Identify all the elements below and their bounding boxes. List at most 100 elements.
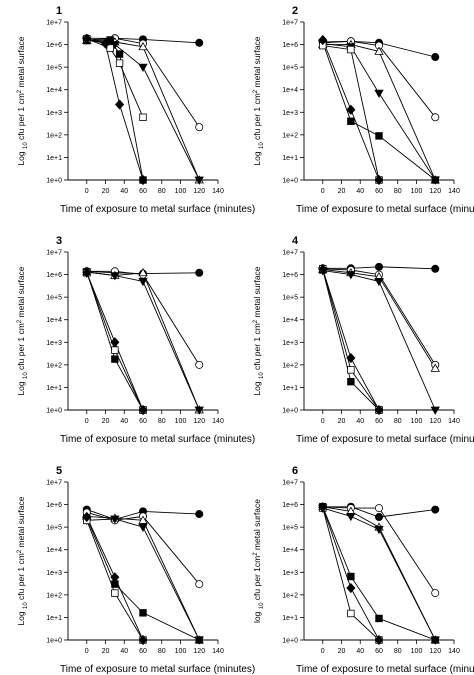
y-tick-label: 1e+6 [46, 502, 62, 509]
series-line-filled-circle [86, 509, 200, 520]
y-tick-label: 1e+5 [282, 65, 298, 72]
panel-number: 3 [56, 235, 62, 247]
y-tick-label: 1e+0 [282, 408, 298, 415]
marker-filled-triangle-down [346, 271, 356, 280]
y-tick-label: 1e+4 [282, 317, 298, 324]
series-line-filled-square [322, 506, 436, 641]
y-tick-label: 1e+7 [46, 250, 62, 257]
y-tick-label: 1e+2 [46, 362, 62, 369]
x-axis-label: Time of exposure to metal surface (minut… [60, 434, 255, 445]
x-tick-label: 40 [120, 188, 128, 195]
y-tick-label: 1e+1 [46, 155, 62, 162]
y-tick-label: 1e+4 [282, 87, 298, 94]
x-axis-label: Time of exposure to metal surface (minut… [296, 664, 474, 675]
marker-filled-triangle-down [374, 525, 384, 535]
marker-filled-diamond [346, 582, 356, 594]
x-tick-label: 120 [193, 418, 205, 425]
y-tick-label: 1e+5 [46, 525, 62, 532]
y-tick-label: 1e+0 [46, 178, 62, 185]
x-tick-label: 140 [448, 418, 460, 425]
marker-filled-diamond [110, 572, 120, 583]
series-line-filled-square [86, 39, 144, 181]
y-tick-label: 1e+1 [282, 155, 298, 162]
marker-filled-triangle-down [138, 523, 148, 532]
series-line-filled-circle [86, 37, 200, 44]
x-tick-label: 140 [212, 648, 224, 655]
x-tick-label: 120 [429, 648, 441, 655]
marker-filled-square [115, 50, 124, 58]
x-tick-label: 0 [85, 648, 89, 655]
series-line-open-circle [86, 37, 200, 128]
series-line-filled-square [322, 42, 436, 181]
marker-open-circle [195, 580, 204, 589]
y-tick-label: 1e+0 [282, 638, 298, 645]
marker-filled-diamond [346, 104, 356, 115]
chart-panel-2: 2 1e+0 1e+1 1e+2 1e+3 1e+4 1e+5 1e+6 1e+7 0 20 40 60… [252, 5, 474, 215]
series-line-open-triangle [86, 40, 200, 181]
marker-open-triangle [138, 41, 148, 51]
series-line-open-square [322, 268, 380, 411]
y-tick-label: 1e+3 [282, 110, 298, 117]
marker-filled-square [347, 572, 355, 581]
y-tick-label: 1e+5 [282, 525, 298, 532]
y-tick-label: 1e+5 [46, 295, 62, 302]
marker-open-circle [195, 360, 204, 369]
marker-open-circle [431, 113, 440, 122]
x-tick-label: 20 [102, 188, 110, 195]
x-tick-label: 20 [338, 418, 346, 425]
y-tick-label: 1e+2 [282, 132, 298, 139]
marker-open-triangle [430, 363, 440, 372]
chart-panel-5: 5 1e+0 1e+1 1e+2 1e+3 1e+4 1e+5 1e+6 1e+7 0 20 40 60… [16, 465, 255, 675]
x-tick-label: 20 [102, 418, 110, 425]
y-axis-label: Log 10 cfu per 1 cm2 metal surface [16, 36, 29, 165]
series-line-filled-square [322, 269, 380, 411]
y-axis-label: Log 10 cfu per 1 cm2 metal surface [252, 36, 265, 165]
y-tick-label: 1e+7 [282, 480, 298, 487]
x-tick-label: 140 [212, 418, 224, 425]
x-tick-label: 60 [375, 188, 383, 195]
marker-filled-triangle-down [138, 63, 148, 72]
marker-filled-circle [431, 53, 440, 62]
y-tick-label: 1e+5 [282, 295, 298, 302]
series-line-filled-triangle-down [322, 43, 436, 181]
marker-filled-diamond [346, 352, 356, 364]
series-line-open-triangle [86, 515, 200, 641]
x-tick-label: 40 [356, 188, 364, 195]
x-axis-label: Time of exposure to metal surface (minut… [60, 204, 255, 215]
series-line-open-triangle [322, 506, 436, 641]
x-tick-label: 120 [429, 418, 441, 425]
x-tick-label: 20 [338, 648, 346, 655]
x-tick-label: 100 [175, 188, 187, 195]
marker-open-square [106, 44, 114, 52]
y-tick-label: 1e+4 [282, 547, 298, 554]
x-tick-label: 120 [193, 648, 205, 655]
chart-panel-6: 6 1e+0 1e+1 1e+2 1e+3 1e+4 1e+5 1e+6 1e+7 0 20 40 60… [252, 465, 474, 675]
series-line-open-circle [322, 268, 436, 366]
x-tick-label: 140 [212, 188, 224, 195]
marker-open-square [115, 59, 124, 67]
y-tick-label: 1e+0 [282, 178, 298, 185]
series-line-filled-triangle-down [86, 271, 200, 411]
series-line-filled-circle [322, 506, 436, 518]
x-tick-label: 80 [394, 418, 402, 425]
y-tick-label: 1e+6 [46, 272, 62, 279]
series-line-filled-diamond [86, 38, 144, 181]
y-tick-label: 1e+1 [46, 385, 62, 392]
marker-filled-circle [431, 264, 440, 273]
chart-panel-1: 1 1e+0 1e+1 1e+2 1e+3 1e+4 1e+5 1e+6 1e+7 0 20 40 60… [16, 5, 255, 215]
x-tick-label: 0 [85, 188, 89, 195]
marker-filled-triangle-down [346, 512, 356, 522]
marker-filled-diamond [374, 404, 384, 416]
panel-number: 1 [56, 5, 62, 17]
marker-filled-circle [195, 38, 204, 47]
marker-filled-diamond [318, 264, 328, 275]
y-tick-label: 1e+1 [46, 615, 62, 622]
series-line-open-circle [86, 511, 200, 585]
y-tick-label: 1e+2 [282, 592, 298, 599]
x-tick-label: 60 [139, 648, 147, 655]
marker-filled-diamond [318, 34, 328, 46]
series-line-open-triangle [86, 271, 200, 411]
series-line-filled-triangle-down [322, 270, 436, 411]
y-tick-label: 1e+6 [46, 42, 62, 49]
